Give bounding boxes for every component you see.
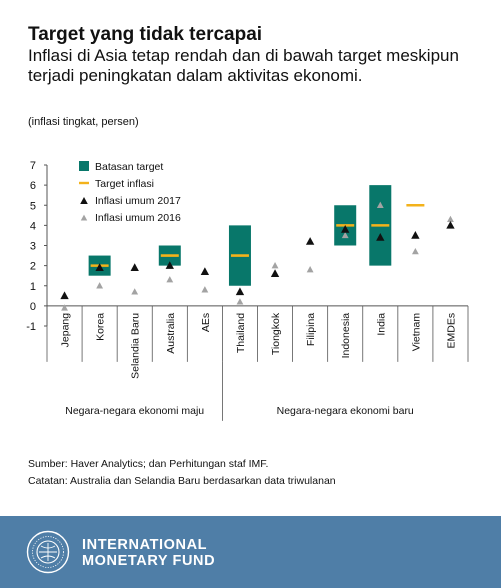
point-2017	[130, 263, 139, 271]
point-2016	[411, 247, 419, 255]
group-label: Negara-negara ekonomi maju	[65, 405, 204, 417]
point-2016	[376, 201, 384, 208]
y-tick-label: 7	[30, 160, 36, 172]
point-2017	[165, 261, 174, 269]
point-2017	[95, 263, 104, 271]
y-tick-label: -1	[26, 321, 36, 333]
category-label: India	[375, 313, 387, 336]
y-tick-label: 0	[30, 301, 36, 313]
category-label: Thailand	[235, 313, 247, 353]
legend-label: Batasan target	[95, 161, 163, 173]
y-tick-label: 6	[30, 180, 36, 192]
inflation-chart: -1 0 1 2 3 4 5 6 7 Jepang Korea Selandia Baru Austra…	[26, 160, 469, 421]
group-label: Negara-negara ekonomi baru	[277, 405, 414, 417]
point-2016	[306, 266, 314, 273]
units-label: (inflasi tingkat, persen)	[28, 116, 139, 128]
legend-swatch-2016	[80, 214, 88, 221]
legend-swatch-band	[79, 161, 89, 171]
legend-label: Target inflasi	[95, 178, 154, 190]
category-label: Korea	[95, 313, 107, 341]
point-2016	[166, 276, 174, 283]
chart-title: Target yang tidak tercapai	[28, 24, 263, 45]
point-2016	[61, 304, 68, 311]
legend-swatch-2017	[80, 197, 88, 204]
imf-seal-icon	[26, 530, 70, 574]
point-2016	[447, 215, 454, 223]
point-2017	[60, 291, 69, 300]
y-tick-label: 1	[30, 281, 36, 293]
legend-label: Inflasi umum 2017	[95, 195, 181, 207]
point-2017	[235, 287, 245, 296]
category-label: Jepang	[60, 313, 72, 348]
point-2016	[96, 282, 104, 289]
point-2016	[201, 286, 209, 293]
point-2016	[271, 262, 279, 269]
brand-line-1: INTERNATIONAL	[82, 537, 208, 553]
y-tick-label: 5	[30, 200, 36, 212]
category-label: EMDEs	[445, 313, 457, 349]
point-2017	[376, 233, 385, 241]
point-2017	[200, 267, 210, 275]
y-tick-label: 4	[30, 220, 36, 232]
point-2016	[236, 298, 244, 305]
chart-subtitle: Inflasi di Asia tetap rendah dan di bawa…	[28, 46, 459, 85]
point-2017	[446, 220, 455, 229]
category-label: Australia	[165, 313, 177, 354]
point-2016	[341, 231, 349, 239]
brand-name: INTERNATIONAL MONETARY FUND	[82, 537, 215, 569]
category-label: Indonesia	[340, 313, 352, 359]
category-label: Selandia Baru	[130, 313, 142, 379]
brand-line-2: MONETARY FUND	[82, 553, 216, 569]
point-2017	[341, 225, 350, 233]
point-2016	[131, 288, 139, 295]
y-tick-label: 2	[30, 261, 36, 273]
point-2017	[305, 237, 315, 245]
y-tick-label: 3	[30, 241, 36, 253]
legend-label: Inflasi umum 2016	[95, 212, 181, 224]
caveat-note: Catatan: Australia dan Selandia Baru ber…	[28, 475, 336, 487]
category-label: Vietnam	[410, 313, 422, 352]
category-label: Tiongkok	[270, 312, 282, 355]
source-note: Sumber: Haver Analytics; dan Perhitungan…	[28, 458, 269, 470]
point-2017	[411, 231, 420, 239]
point-2017	[270, 269, 280, 277]
brand-bar: INTERNATIONAL MONETARY FUND	[0, 516, 501, 588]
category-label: Filipina	[305, 313, 317, 346]
category-label: AEs	[200, 313, 212, 332]
footer-notes: Sumber: Haver Analytics; dan Perhitungan…	[28, 456, 488, 490]
